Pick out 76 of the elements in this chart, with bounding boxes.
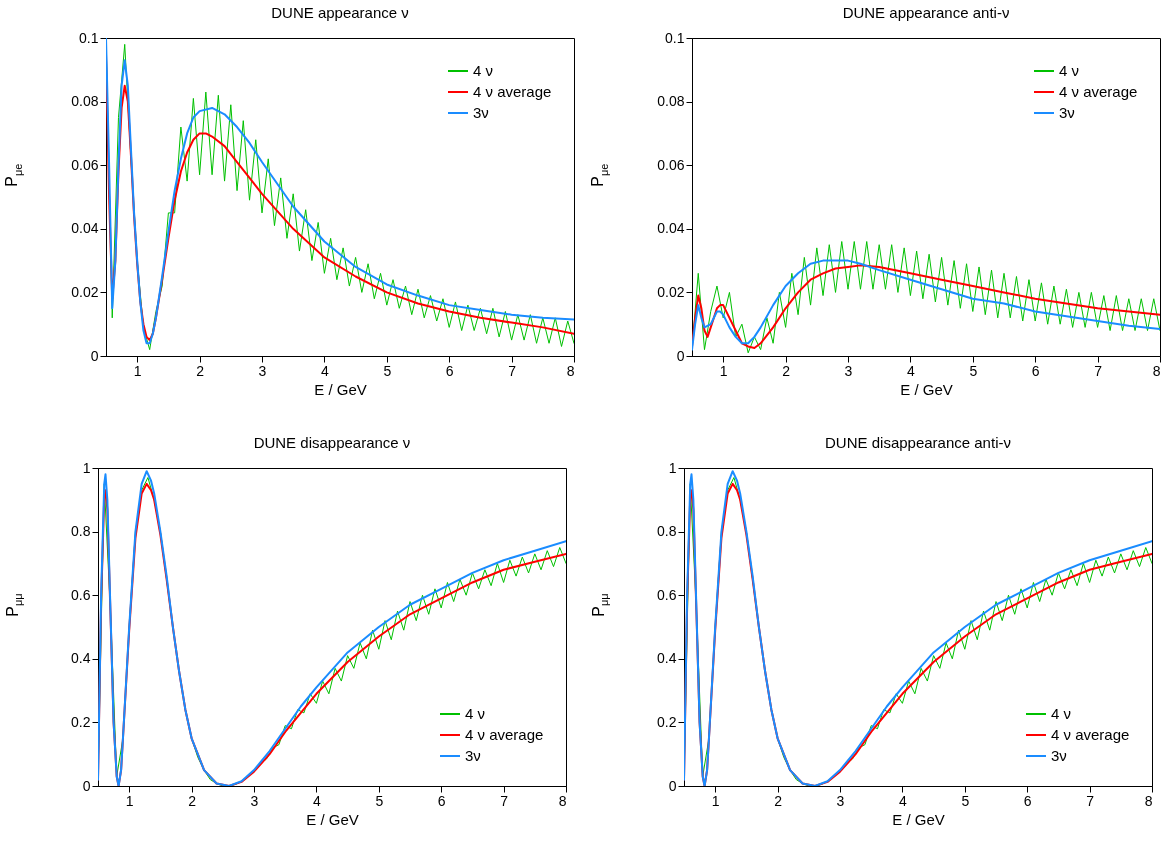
x-tick-label: 8 [566,362,575,379]
y-tick-label: 1 [82,459,91,476]
x-tick-label: 1 [711,792,720,809]
legend-label: 4 ν average [473,83,552,100]
y-tick-label: 0.1 [665,29,685,46]
legend-label: 4 ν [1059,62,1080,79]
x-tick-label: 3 [844,362,853,379]
legend-label: 3ν [473,104,489,121]
y-tick-label: 0.08 [71,93,99,110]
y-tick-label: 0.06 [71,156,99,173]
x-tick-label: 5 [969,362,978,379]
chart-title: DUNE disappearance anti-ν [825,434,1011,451]
y-tick-label: 0.8 [657,523,677,540]
x-tick-label: 8 [1144,792,1153,809]
y-tick-label: 0.02 [71,283,99,300]
x-tick-label: 5 [375,792,384,809]
chart-title: DUNE appearance ν [271,4,409,21]
x-tick-label: 6 [445,362,454,379]
legend-label: 4 ν [465,705,486,722]
x-tick-label: 1 [133,362,142,379]
x-tick-label: 7 [1094,362,1103,379]
x-axis-title: E / GeV [892,810,945,828]
y-tick-label: 0.4 [71,650,91,667]
chart-title: DUNE disappearance ν [253,434,411,451]
x-tick-label: 6 [437,792,446,809]
x-tick-label: 3 [258,362,267,379]
y-tick-label: 0.8 [71,523,91,540]
y-tick-label: 0.4 [657,650,677,667]
x-tick-label: 1 [719,362,728,379]
x-tick-label: 3 [836,792,845,809]
y-tick-label: 0.06 [657,156,685,173]
legend-label: 3ν [1051,747,1067,764]
x-tick-label: 4 [907,362,915,379]
y-tick-label: 0.1 [79,29,99,46]
x-tick-label: 1 [125,792,134,809]
y-tick-label: 0.2 [657,713,677,730]
y-tick-label: 1 [668,459,677,476]
x-tick-label: 2 [196,362,205,379]
y-tick-label: 0.04 [657,220,685,237]
x-tick-label: 2 [782,362,791,379]
x-tick-label: 4 [321,362,329,379]
x-tick-label: 5 [383,362,392,379]
x-tick-label: 6 [1031,362,1040,379]
y-tick-label: 0.04 [71,220,99,237]
x-axis-title: E / GeV [900,380,953,398]
x-tick-label: 2 [774,792,783,809]
y-tick-label: 0 [668,777,677,794]
legend-label: 4 ν [473,62,494,79]
chart-title: DUNE appearance anti-ν [842,4,1010,21]
x-axis-title: E / GeV [314,380,367,398]
x-tick-label: 8 [1152,362,1161,379]
x-tick-label: 8 [558,792,567,809]
y-tick-label: 0.2 [71,713,91,730]
y-tick-label: 0.08 [657,93,685,110]
legend-label: 4 ν average [465,726,544,743]
x-axis-title: E / GeV [306,810,359,828]
legend-label: 4 ν [1051,705,1072,722]
y-tick-label: 0.02 [657,283,685,300]
legend-label: 3ν [1059,104,1075,121]
y-tick-label: 0.6 [657,586,677,603]
y-tick-label: 0 [676,347,685,364]
y-tick-label: 0.6 [71,586,91,603]
x-tick-label: 7 [1086,792,1095,809]
legend-label: 4 ν average [1059,83,1138,100]
x-tick-label: 4 [899,792,907,809]
y-tick-label: 0 [90,347,99,364]
legend-label: 3ν [465,747,481,764]
x-tick-label: 2 [188,792,197,809]
x-tick-label: 7 [508,362,517,379]
x-tick-label: 3 [250,792,259,809]
x-tick-label: 5 [961,792,970,809]
legend-label: 4 ν average [1051,726,1130,743]
x-tick-label: 6 [1023,792,1032,809]
x-tick-label: 4 [313,792,321,809]
x-tick-label: 7 [500,792,509,809]
y-tick-label: 0 [82,777,91,794]
